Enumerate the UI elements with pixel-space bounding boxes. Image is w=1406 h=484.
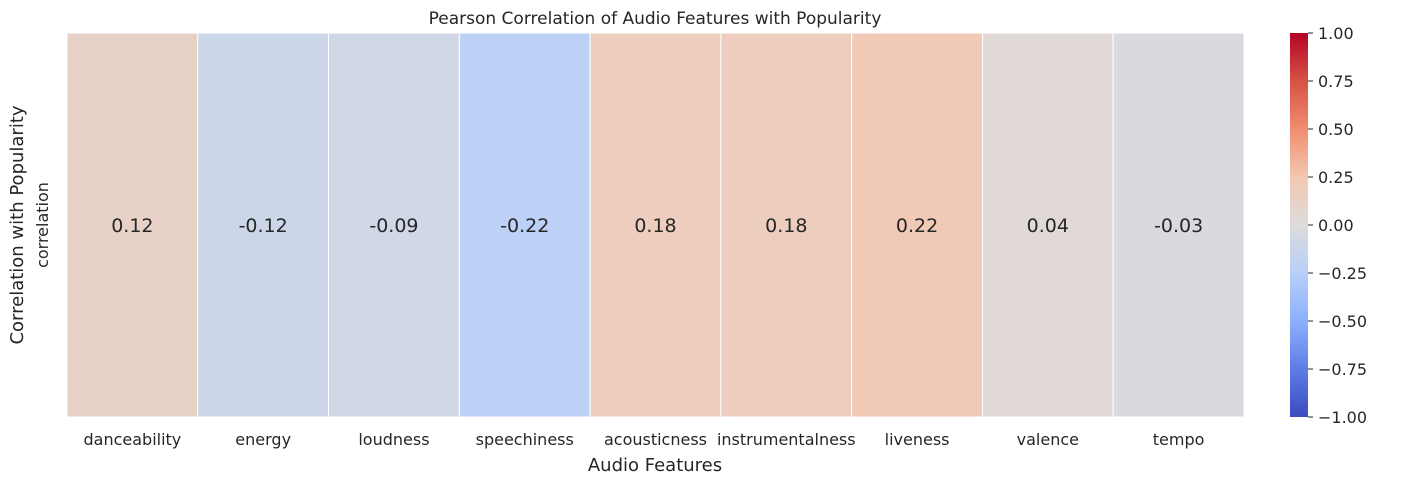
heatmap-cell-instrumentalness <box>720 32 853 418</box>
chart-title: Pearson Correlation of Audio Features wi… <box>429 9 882 29</box>
heatmap-cell-liveness <box>851 32 983 418</box>
x-tick-label-energy: energy <box>235 430 291 449</box>
cell-value-label-liveness: 0.22 <box>896 215 938 237</box>
colorbar-tick-label: −0.25 <box>1318 264 1367 283</box>
x-tick-label-loudness: loudness <box>358 430 429 449</box>
colorbar-tick-label: −0.75 <box>1318 360 1367 379</box>
x-tick-labels: danceability energy loudness speechiness aco… <box>83 430 1204 449</box>
colorbar-tick-label: 0.75 <box>1318 72 1354 91</box>
heatmap-cell-valence <box>981 32 1114 418</box>
x-tick-label-tempo: tempo <box>1153 430 1205 449</box>
cell-value-label-speechiness: -0.22 <box>500 215 549 237</box>
x-tick-label-valence: valence <box>1017 430 1079 449</box>
colorbar <box>1290 33 1308 417</box>
y-axis-label: Correlation with Popularity <box>7 105 28 344</box>
heatmap-cell-acousticness <box>589 32 722 418</box>
heatmap-cell-danceability <box>66 32 199 418</box>
cell-value-label-instrumentalness: 0.18 <box>765 215 807 237</box>
x-tick-label-speechiness: speechiness <box>476 430 574 449</box>
x-axis-label: Audio Features <box>588 455 722 476</box>
row-tick-label: correlation <box>33 182 52 268</box>
heatmap-value-labels: 0.12 -0.12 -0.09 -0.22 0.18 0.18 0.22 0.04 -0.03 <box>111 215 1203 237</box>
heatmap-cell-energy <box>197 32 330 418</box>
heatmap-cell-loudness <box>328 32 460 418</box>
heatmap-cell-speechiness <box>458 32 591 418</box>
cell-value-label-danceability: 0.12 <box>111 215 153 237</box>
colorbar-tick-label: 1.00 <box>1318 24 1354 43</box>
x-tick-label-instrumentalness: instrumentalness <box>717 430 856 449</box>
heatmap-cells <box>66 32 1245 418</box>
cell-value-label-energy: -0.12 <box>239 215 288 237</box>
x-tick-label-liveness: liveness <box>885 430 950 449</box>
colorbar-tick-label: 0.50 <box>1318 120 1354 139</box>
cell-value-label-valence: 0.04 <box>1027 215 1069 237</box>
colorbar-tick-label: −1.00 <box>1318 408 1367 427</box>
colorbar-ticks: 1.00 0.75 0.50 0.25 0.00 −0.25 −0.50 −0.75 −1.00 <box>1308 24 1367 427</box>
cell-value-label-tempo: -0.03 <box>1154 215 1203 237</box>
x-tick-label-danceability: danceability <box>83 430 181 449</box>
cell-value-label-acousticness: 0.18 <box>634 215 676 237</box>
x-tick-label-acousticness: acousticness <box>604 430 707 449</box>
colorbar-tick-label: 0.25 <box>1318 168 1354 187</box>
heatmap-cell-tempo <box>1112 32 1245 418</box>
colorbar-tick-label: 0.00 <box>1318 216 1354 235</box>
cell-value-label-loudness: -0.09 <box>369 215 418 237</box>
colorbar-tick-label: −0.50 <box>1318 312 1367 331</box>
